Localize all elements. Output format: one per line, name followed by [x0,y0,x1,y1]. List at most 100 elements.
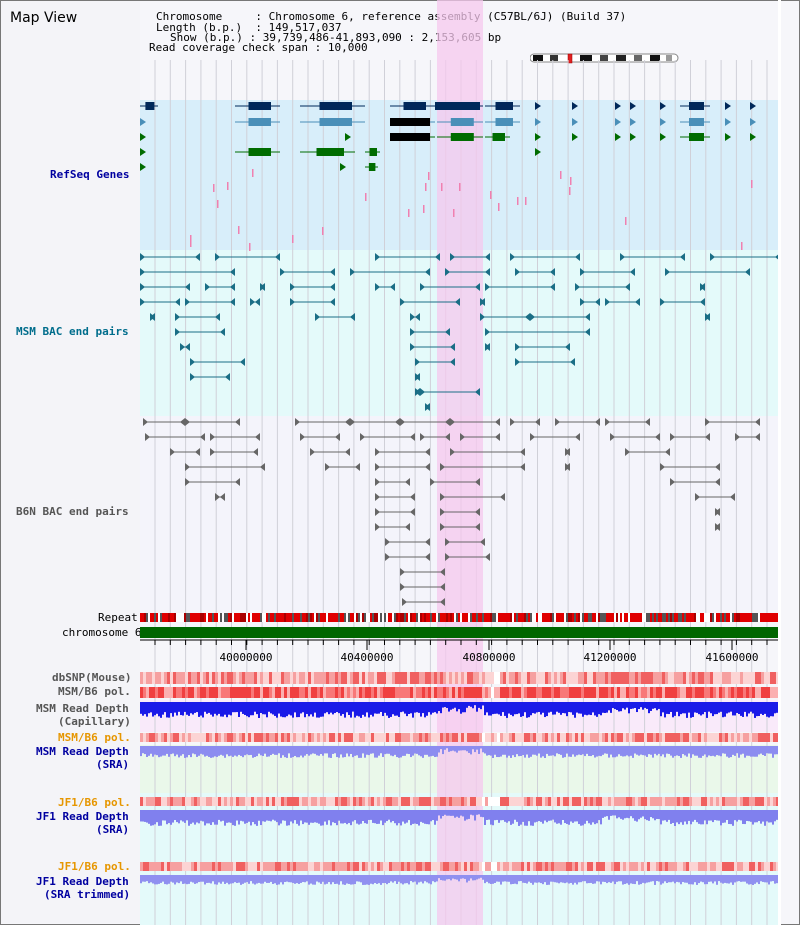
gene-tick [751,180,753,188]
track-label-chromosome[interactable]: chromosome 6 [62,626,142,639]
jf1-depth-bar [746,810,748,821]
jf1-depth-bar [686,810,688,825]
track-label-msm-b6-pol-2[interactable]: MSM/B6 pol. [58,731,131,744]
msm-pol2-cell [482,733,485,742]
track-label-refseq[interactable]: RefSeq Genes [50,168,130,181]
jf1-trim-depth-bar [540,875,542,884]
repeat-cell [536,613,538,622]
capillary-depth-bar [756,702,758,717]
track-label-msm-depth-capillary[interactable]: MSM Read Depth [36,702,129,715]
b6n-pair-end [253,448,258,456]
repeat-cell [652,613,654,622]
dbsnp-cell [722,672,725,684]
track-label-jf1-depth[interactable]: JF1 Read Depth [36,810,129,823]
jf1-pol2-cell [197,862,200,871]
msm-pol-cell [737,687,740,698]
capillary-depth-bar [362,702,364,715]
jf1-pol-cell [458,797,461,806]
track-label-b6n-bac[interactable]: B6N BAC end pairs [16,505,129,518]
chromosome-bar[interactable] [140,627,781,638]
msm-pol-cell [713,687,716,698]
jf1-trim-depth-bar [430,875,432,885]
chromosome-ideogram[interactable] [530,53,680,65]
dbsnp-cell [713,672,716,684]
dbsnp-cell [602,672,605,684]
msm-pol2-cell [746,733,749,742]
jf1-depth-bar [214,810,216,825]
repeat-track[interactable] [140,613,781,622]
msm-pair-end [710,253,715,261]
track-label-dbsnp[interactable]: dbSNP(Mouse) [52,671,132,684]
jf1-depth-bar [306,810,308,823]
jf1-trim-depth-bar [208,875,210,883]
track-label-jf1-pol-2[interactable]: JF1/B6 pol. [58,860,131,873]
jf1-pol-cell [554,797,557,806]
msm-pol-cell [287,687,290,698]
track-label-msm-b6-pol[interactable]: MSM/B6 pol. [58,685,131,698]
jf1-depth-bar [262,810,264,822]
polymorphism-tracks[interactable] [140,672,779,871]
msm-pol-cell [188,687,191,698]
b6n-pair-end [595,418,600,426]
repeat-cell [592,613,594,622]
track-label-msm-depth-sra[interactable]: MSM Read Depth [36,745,129,758]
jf1-pol2-cell [260,862,263,871]
read-depth-tracks[interactable] [140,702,778,885]
repeat-cell [408,613,410,622]
genome-browser-plot[interactable]: 40000000 40400000 40800000 41200000 41600000 [140,0,781,925]
msm-sra-depth-bar [644,746,646,756]
jf1-pol-cell [314,797,317,806]
b6n-pair-end [445,553,450,561]
capillary-depth-bar [596,702,598,717]
msm-pol-cell [221,687,224,698]
b6n-bac-track[interactable] [143,418,760,606]
jf1-pol-cell [548,797,551,806]
jf1-trim-depth-bar [732,875,734,885]
capillary-depth-bar [744,702,746,712]
track-label-msm-bac[interactable]: MSM BAC end pairs [16,325,129,338]
dbsnp-cell [773,672,776,684]
msm-pol-cell [671,687,674,698]
jf1-trim-depth-bar [440,875,442,881]
jf1-pol2-cell [677,862,680,871]
capillary-depth-bar [246,702,248,717]
track-label-jf1-pol[interactable]: JF1/B6 pol. [58,796,131,809]
capillary-depth-bar [444,702,446,708]
msm-pol2-cell [509,733,512,742]
msm-sra-depth-bar [716,746,718,756]
msm-sra-depth-bar [342,746,344,758]
msm-sra-depth-bar [364,746,366,758]
selected-region-highlight[interactable] [437,0,483,925]
msm-pol-cell [335,687,338,698]
dbsnp-cell [419,672,422,684]
track-label-jf1-trim[interactable]: JF1 Read Depth [36,875,129,888]
jf1-pol2-cell [635,862,638,871]
b6n-pair-end [440,598,445,606]
repeat-cell [600,613,602,622]
jf1-pol2-cell [392,862,395,871]
jf1-trim-depth-bar [570,875,572,883]
repeat-cell [736,613,738,622]
jf1-trim-depth-bar [716,875,718,885]
jf1-trim-depth-bar [766,875,768,883]
jf1-trim-depth-bar [546,875,548,885]
jf1-trim-depth-bar [694,875,696,883]
page-title: Map View [10,10,78,26]
repeat-cell [154,613,156,622]
jf1-depth-bar [636,810,638,822]
jf1-depth-bar [226,810,228,823]
b6n-pair-end [210,433,215,441]
msm-pol-cell [623,687,626,698]
refseq-genes-track[interactable] [140,102,756,251]
repeat-cell [584,613,586,622]
msm-pol-cell [557,687,560,698]
msm-pol2-cell [296,733,299,742]
msm-bac-track[interactable] [140,253,780,411]
jf1-depth-bar [484,810,486,825]
msm-pol-cell [476,687,479,698]
jf1-trim-depth-bar [602,875,604,882]
track-label-panel [1,1,140,923]
repeat-cell [356,613,358,622]
track-label-repeat[interactable]: Repeat [98,611,138,624]
msm-pol-cell [275,687,278,698]
